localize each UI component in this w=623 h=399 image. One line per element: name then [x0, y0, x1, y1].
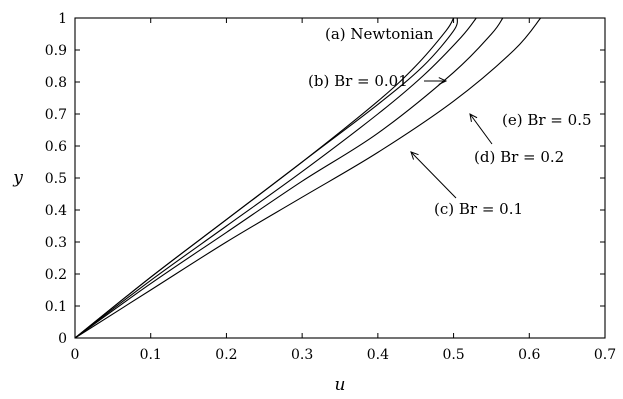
- x-tick-label: 0.1: [140, 347, 162, 363]
- x-tick-label: 0.3: [291, 347, 313, 363]
- series-line: [74, 17, 477, 339]
- annotation-arrow: [469, 113, 493, 145]
- y-tick-label: 0.1: [45, 299, 67, 315]
- arrow-head: [410, 151, 419, 160]
- plot-frame: [74, 17, 606, 339]
- curve-label: (e) Br = 0.5: [502, 111, 592, 129]
- curve-label: (b) Br = 0.01: [308, 72, 408, 90]
- series-line: [74, 17, 455, 339]
- x-tick-label: 0.6: [518, 347, 540, 363]
- curve-label: (d) Br = 0.2: [474, 148, 564, 166]
- x-tick-label: 0.4: [367, 347, 389, 363]
- curve-label: (a) Newtonian: [325, 25, 434, 43]
- y-tick-label: 0: [58, 331, 67, 347]
- y-tick-label: 1: [58, 11, 67, 27]
- curve-annotations: (a) Newtonian (b) Br = 0.01 (c) Br = 0.1 (d…: [308, 25, 592, 218]
- y-tick-label: 0.7: [45, 107, 67, 123]
- y-tick-label: 0.4: [45, 203, 67, 219]
- y-tick-label: 0.2: [45, 267, 67, 283]
- y-axis-label: y: [12, 168, 23, 188]
- y-tick-label: 0.5: [45, 171, 67, 187]
- arrow-head: [469, 113, 478, 122]
- axis-ticks: 0 0.1 0.2 0.3 0.4 0.5 0.6 0.7 0 0.1 0.2 0.3 0.4 0.5 0.…: [45, 11, 616, 363]
- x-tick-label: 0.5: [442, 347, 464, 363]
- arrow-head: [438, 77, 448, 85]
- y-tick-label: 0.6: [45, 139, 67, 155]
- y-tick-label: 0.3: [45, 235, 67, 251]
- series-line: [74, 17, 542, 339]
- x-tick-label: 0.7: [594, 347, 616, 363]
- series-curves: [74, 17, 542, 339]
- series-line: [74, 17, 458, 339]
- x-tick-label: 0: [71, 347, 80, 363]
- y-tick-label: 0.8: [45, 75, 67, 91]
- x-axis-label: u: [335, 375, 346, 395]
- y-tick-label: 0.9: [45, 43, 67, 59]
- curve-label: (c) Br = 0.1: [434, 200, 523, 218]
- series-line: [74, 17, 504, 339]
- annotation-arrow: [410, 151, 457, 199]
- x-tick-label: 0.2: [215, 347, 237, 363]
